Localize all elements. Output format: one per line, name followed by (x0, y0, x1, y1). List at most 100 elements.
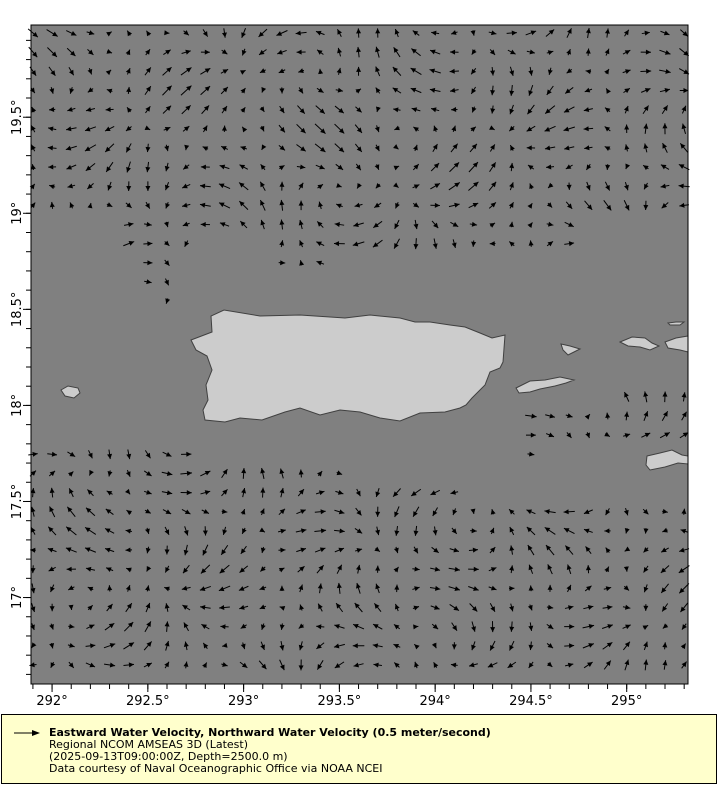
velocity-arrow (123, 241, 135, 247)
velocity-arrow (375, 565, 381, 573)
y-tick-label: 18° (10, 394, 25, 417)
velocity-arrow (336, 183, 342, 188)
velocity-arrow (525, 413, 537, 419)
velocity-arrow (450, 143, 459, 153)
velocity-arrow (164, 565, 170, 573)
velocity-arrow (161, 471, 173, 476)
velocity-arrow (643, 641, 648, 651)
velocity-arrow (544, 105, 556, 114)
velocity-arrow (202, 146, 209, 152)
velocity-arrow (661, 202, 669, 209)
velocity-arrow (375, 87, 381, 94)
velocity-arrow (623, 87, 631, 94)
velocity-arrow (546, 661, 553, 668)
velocity-arrow (297, 105, 306, 114)
velocity-arrow (468, 566, 479, 572)
velocity-arrow (125, 584, 131, 592)
velocity-arrow (299, 604, 305, 611)
velocity-arrow (604, 431, 611, 437)
velocity-arrow (352, 643, 365, 649)
velocity-arrow (490, 105, 496, 114)
velocity-arrow (29, 183, 36, 190)
velocity-arrow (164, 640, 170, 651)
velocity-arrow (144, 489, 152, 495)
velocity-arrow (604, 68, 610, 75)
velocity-arrow (279, 641, 285, 651)
velocity-arrow (489, 162, 497, 173)
velocity-arrow (259, 527, 266, 533)
velocity-arrow (106, 88, 113, 94)
velocity-arrow (145, 201, 151, 209)
velocity-arrow (566, 584, 572, 593)
velocity-arrow (624, 411, 630, 421)
velocity-arrow (84, 547, 97, 553)
velocity-arrow (544, 125, 556, 132)
velocity-arrow (164, 278, 170, 286)
velocity-arrow (145, 602, 151, 613)
velocity-arrow (679, 202, 689, 208)
velocity-arrow (260, 641, 265, 651)
velocity-arrow (49, 487, 55, 498)
velocity-arrow (85, 566, 96, 572)
velocity-arrow (547, 584, 553, 592)
velocity-arrow (333, 643, 345, 649)
velocity-arrow (583, 528, 593, 534)
velocity-arrow (528, 240, 534, 247)
velocity-arrow (412, 506, 420, 518)
velocity-arrow (508, 221, 514, 228)
velocity-arrow (296, 547, 307, 553)
velocity-arrow (583, 107, 593, 112)
velocity-arrow (527, 104, 535, 115)
velocity-arrow (659, 432, 671, 439)
velocity-arrow (202, 662, 208, 669)
velocity-arrow (450, 221, 459, 228)
velocity-arrow (316, 49, 324, 55)
velocity-arrow (679, 432, 689, 439)
velocity-arrow (87, 87, 94, 93)
velocity-arrow (605, 164, 611, 171)
velocity-arrow (393, 182, 399, 188)
velocity-arrow (356, 28, 362, 38)
velocity-arrow (279, 87, 285, 94)
velocity-arrow (585, 565, 591, 574)
velocity-arrow (489, 241, 496, 247)
velocity-arrow (528, 564, 534, 574)
velocity-arrow (643, 143, 649, 153)
velocity-arrow (508, 202, 514, 209)
velocity-arrow (278, 508, 286, 516)
st-thomas-island (618, 336, 661, 351)
velocity-arrow (240, 87, 246, 94)
velocity-arrow (259, 199, 266, 211)
velocity-arrow (183, 526, 189, 536)
velocity-arrow (604, 528, 611, 534)
velocity-arrow (200, 85, 211, 96)
velocity-arrow (643, 528, 649, 534)
velocity-arrow (296, 144, 307, 152)
velocity-arrow (564, 221, 574, 228)
velocity-arrow (48, 470, 56, 477)
velocity-arrow (661, 410, 669, 422)
velocity-arrow (162, 451, 172, 457)
velocity-arrow (50, 661, 56, 669)
velocity-arrow (47, 451, 58, 457)
y-tick-label: 18.5° (10, 292, 25, 327)
x-tick-label: 292° (36, 694, 67, 709)
velocity-arrow (104, 622, 115, 631)
velocity-arrow (260, 164, 266, 171)
velocity-arrow (412, 586, 420, 592)
velocity-arrow (681, 508, 687, 515)
velocity-arrow (318, 201, 323, 210)
velocity-arrow (49, 623, 54, 630)
velocity-arrow (314, 509, 326, 515)
velocity-arrow (662, 623, 669, 629)
velocity-arrow (681, 105, 687, 114)
velocity-arrow (165, 202, 170, 209)
velocity-arrow (67, 585, 75, 591)
velocity-arrow (489, 640, 496, 651)
velocity-arrow (144, 67, 152, 76)
velocity-arrow (145, 105, 151, 114)
velocity-arrow (66, 47, 76, 57)
velocity-arrow (181, 451, 192, 457)
velocity-arrow (258, 28, 268, 38)
velocity-arrow (107, 585, 113, 592)
